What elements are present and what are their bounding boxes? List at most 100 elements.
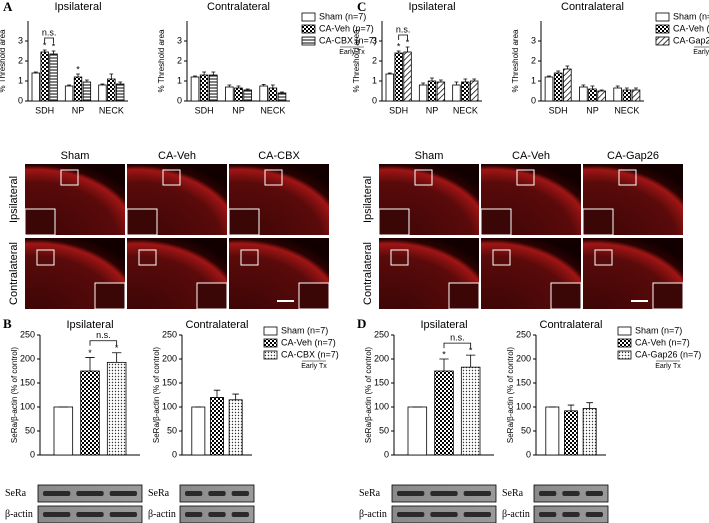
blot-label: SeRa: [5, 488, 27, 499]
y-tick-label: 2: [18, 55, 23, 65]
legend-swatch: [655, 36, 670, 46]
significance-mark: *: [76, 64, 80, 74]
error-bar: [280, 91, 284, 93]
bar: [461, 81, 470, 102]
x-tick-label: NP: [232, 105, 245, 115]
y-tick-label: 0: [531, 95, 536, 105]
blot-band: [562, 491, 580, 496]
error-bar: [211, 71, 216, 75]
bar: [277, 92, 287, 102]
y-tick-label: 150: [374, 377, 389, 387]
inset: [298, 282, 330, 310]
blot-band: [585, 491, 603, 496]
error-bar: [590, 85, 595, 89]
error-bar: [430, 77, 434, 81]
error-bar: [270, 84, 275, 88]
error-bar: [556, 70, 561, 73]
y-tick-label: 1: [177, 75, 182, 85]
region-box: [618, 169, 637, 186]
region-box: [594, 249, 613, 266]
y-tick-label: 100: [162, 401, 177, 411]
y-tick-label: 0: [384, 449, 389, 459]
blot-label: β-actin: [148, 509, 176, 520]
y-tick-label: 0: [177, 95, 182, 105]
y-tick-label: 50: [25, 425, 35, 435]
error-bar: [51, 50, 56, 54]
error-bar: [387, 72, 392, 74]
inset: [550, 282, 582, 310]
blot-band: [43, 512, 71, 517]
x-tick-label: NP: [586, 105, 599, 115]
inset: [196, 282, 228, 310]
blot-band: [231, 512, 249, 517]
error-bar: [67, 84, 71, 86]
legend-label: CA-Veh (n=7): [635, 337, 690, 347]
inset: [582, 208, 614, 236]
blot-band: [76, 491, 104, 496]
bar: [31, 72, 40, 102]
legend-swatch: [263, 326, 278, 336]
panel-label: A: [3, 0, 13, 14]
error-bar: [599, 89, 604, 91]
bar: [588, 88, 597, 102]
inset: [652, 282, 684, 310]
blot-band: [585, 512, 603, 517]
significance-mark: *: [469, 346, 473, 356]
blot-label: β-actin: [359, 509, 387, 520]
bar: [80, 370, 100, 456]
region-box: [414, 169, 433, 186]
inset: [126, 208, 158, 236]
region-box: [516, 169, 535, 186]
region-box: [60, 169, 79, 186]
chart-title: Contralateral: [561, 1, 624, 13]
blot-band: [185, 491, 203, 496]
x-tick-label: NECK: [260, 105, 285, 115]
bar: [394, 52, 403, 102]
bar: [73, 76, 83, 102]
error-bar: [439, 79, 443, 82]
y-tick-label: 3: [372, 35, 377, 45]
error-bar: [33, 71, 38, 73]
blot-label: β-actin: [502, 509, 530, 520]
blot-band: [231, 491, 249, 496]
column-label: CA-Gap26: [607, 150, 659, 162]
column-label: Sham: [415, 150, 444, 162]
bar: [470, 80, 479, 102]
row-label: Ipsilateral: [8, 176, 20, 223]
column-label: CA-Veh: [158, 150, 196, 162]
legend-swatch: [655, 12, 670, 22]
bar: [228, 399, 243, 456]
column-label: CA-CBX: [258, 150, 300, 162]
y-tick-label: 0: [18, 95, 23, 105]
legend-swatch: [301, 24, 316, 34]
significance-mark: *: [52, 41, 56, 51]
blot-label: β-actin: [5, 509, 33, 520]
y-tick-label: 50: [379, 425, 389, 435]
bar: [436, 81, 446, 102]
inset: [94, 282, 126, 310]
bar: [579, 86, 588, 102]
error-bar: [567, 404, 575, 411]
error-bar: [421, 82, 425, 85]
bracket: [89, 340, 118, 346]
chart-title: Ipsilateral: [66, 319, 113, 331]
error-bar: [85, 357, 95, 371]
significance-mark: *: [406, 37, 410, 47]
legend-label: Sham (n=7): [635, 325, 682, 335]
error-bar: [245, 88, 250, 90]
region-box: [264, 169, 283, 186]
y-tick-label: 50: [167, 425, 177, 435]
y-tick-label: 250: [374, 329, 389, 339]
bar: [597, 90, 606, 102]
y-tick-label: 200: [162, 353, 177, 363]
panel-label: D: [357, 316, 366, 331]
blot-band: [562, 512, 580, 517]
significance-mark: *: [115, 343, 119, 353]
error-bar: [405, 46, 410, 52]
x-tick-label: NP: [426, 105, 439, 115]
panel-label: C: [357, 0, 366, 14]
inset: [378, 208, 410, 236]
legend-note: Early Tx: [301, 363, 327, 370]
error-bar: [118, 81, 123, 84]
blot-label: SeRa: [359, 488, 381, 499]
